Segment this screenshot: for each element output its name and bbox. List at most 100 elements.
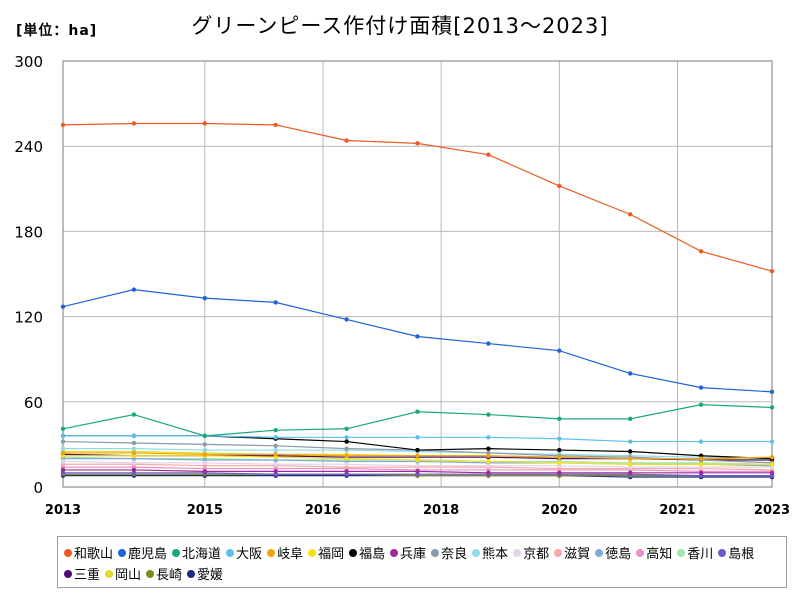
data-point-3-7 [557,436,562,441]
data-point-5-10 [769,462,775,467]
unit-label: [単位：ha] [16,23,98,39]
legend-item: 大阪 [226,542,262,563]
legend-label: 徳島 [605,547,632,562]
data-point-2-2 [202,433,207,439]
data-point-3-6 [486,435,491,440]
data-point-8-3 [273,443,278,449]
data-point-9-1 [131,446,137,451]
data-point-4-8 [628,456,633,461]
data-point-7-6 [486,470,491,475]
data-point-0-3 [273,122,278,128]
data-point-2-8 [628,416,633,422]
legend-label: 福岡 [318,547,345,562]
legend-label: 香川 [687,547,714,562]
legend-item: 兵庫 [390,542,426,563]
data-point-7-5 [415,469,420,474]
data-point-0-6 [486,152,491,157]
x-tick-label: 2018 [423,503,459,518]
data-point-1-8 [628,371,633,376]
y-tick-label: 240 [14,138,43,156]
data-point-7-9 [698,470,704,475]
data-point-2-7 [557,416,562,422]
legend-marker [636,548,645,557]
x-tick-label: 2023 [754,503,790,518]
legend-marker [146,569,155,578]
data-point-4-10 [769,454,775,460]
data-point-2-1 [131,412,137,417]
legend-marker [554,548,563,557]
data-point-10-1 [131,460,137,466]
data-point-1-2 [202,295,207,301]
legend-item: 北海道 [172,542,221,563]
data-point-8-4 [344,446,349,451]
legend-marker [431,548,440,557]
data-point-7-8 [628,470,633,475]
legend-marker [308,548,317,557]
data-point-7-7 [557,470,562,475]
data-point-4-4 [344,453,349,458]
data-point-10-0 [60,459,66,464]
data-point-0-7 [557,183,562,189]
data-point-1-5 [415,334,420,339]
plot-border [62,60,773,488]
legend-item: 高知 [636,542,672,563]
legend-label: 大阪 [236,547,263,562]
data-point-2-6 [486,412,491,417]
legend-label: 京都 [523,547,550,562]
legend-item: 和歌山 [64,542,113,563]
data-point-3-4 [344,435,349,440]
legend-item: 長崎 [146,563,182,584]
y-tick-label: 60 [24,394,43,412]
legend-label: 長崎 [156,568,183,583]
legend-marker [390,548,399,557]
data-point-7-3 [273,469,278,474]
data-point-9-3 [273,447,278,453]
x-tick-label: 2021 [659,503,695,518]
data-point-4-0 [60,450,66,456]
legend-marker [677,548,686,557]
data-point-7-0 [60,467,66,473]
data-point-2-4 [344,426,349,431]
data-point-5-8 [628,462,633,467]
data-point-3-8 [628,439,633,444]
y-tick-label: 0 [33,479,43,497]
data-point-4-2 [202,452,207,457]
legend-marker [595,548,604,557]
data-point-1-10 [769,389,775,395]
y-tick-label: 120 [14,309,43,327]
legend-marker [118,548,127,557]
data-point-4-1 [131,450,137,456]
legend-label: 和歌山 [74,547,114,562]
data-point-5-7 [557,460,562,466]
data-point-4-6 [486,453,491,458]
data-point-1-4 [344,317,349,322]
legend-label: 奈良 [441,547,468,562]
legend-item: 岡山 [105,563,141,584]
data-point-4-9 [698,456,704,461]
legend-marker [64,569,72,578]
legend-item: 鹿児島 [118,542,167,563]
data-point-3-0 [60,433,66,439]
data-point-8-1 [131,440,137,446]
data-point-0-10 [769,268,775,274]
data-point-0-9 [698,249,704,254]
data-point-0-0 [60,122,66,128]
data-point-9-2 [202,447,207,453]
data-point-6-5 [415,447,420,453]
legend-label: 鹿児島 [128,547,168,562]
data-point-8-2 [202,442,207,447]
data-point-10-2 [202,460,207,466]
data-point-6-7 [557,447,562,453]
y-tick-label: 300 [14,53,43,71]
legend-label: 愛媛 [197,568,224,583]
legend-marker [349,548,358,557]
legend-label: 北海道 [182,547,222,562]
data-point-4-7 [557,454,562,460]
legend-marker [472,548,481,557]
data-point-1-7 [557,348,562,353]
legend-item: 岐阜 [267,542,303,563]
data-point-4-3 [273,452,278,457]
data-point-2-9 [698,402,704,407]
legend-marker [513,548,522,557]
